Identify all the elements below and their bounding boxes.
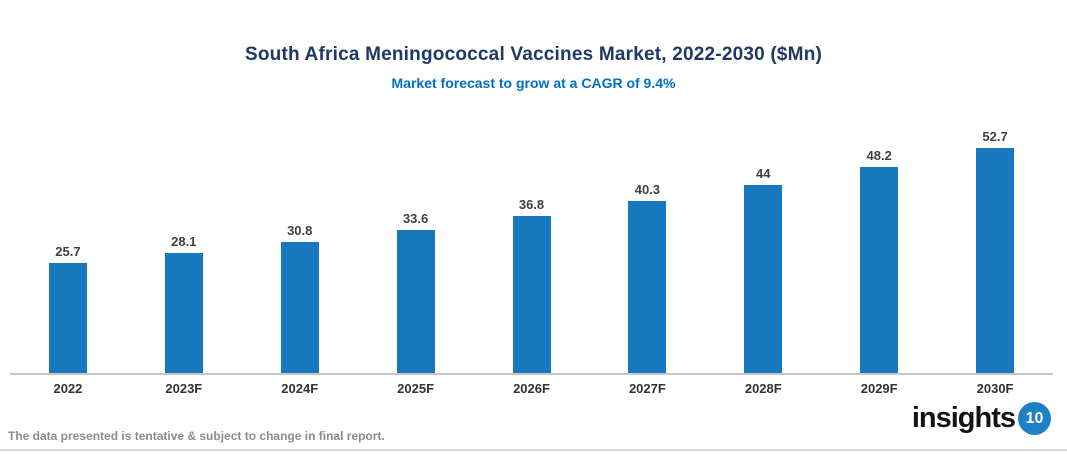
bar (280, 242, 319, 373)
x-axis-label: 2023F (165, 381, 203, 396)
bar-column: 30.8 (242, 223, 358, 373)
bar-value-label: 40.3 (634, 182, 661, 197)
x-axis-label: 2027F (628, 381, 666, 396)
x-axis-labels: 2022 2023F 2024F 2025F 2026F 2027F 2028F 2029F 2… (10, 381, 1053, 396)
bar-value-label: 33.6 (402, 211, 429, 226)
bar-column: 25.7 (10, 244, 126, 373)
x-axis-label: 2025F (397, 381, 435, 396)
chart-subtitle: Market forecast to grow at a CAGR of 9.4… (391, 75, 676, 91)
bar (48, 263, 87, 373)
bar (744, 185, 783, 373)
bar (512, 216, 551, 373)
disclaimer-text: The data presented is tentative & subjec… (8, 429, 385, 443)
bar-column: 52.7 (937, 129, 1053, 373)
bar-value-label: 48.2 (866, 148, 892, 163)
chart-title: South Africa Meningococcal Vaccines Mark… (244, 44, 823, 65)
bar-value-label: 28.1 (171, 234, 197, 249)
x-axis-label: 2030F (976, 381, 1014, 396)
bar (164, 253, 203, 373)
x-axis-label: 2028F (744, 381, 782, 396)
bar-column: 36.8 (474, 197, 590, 373)
bottom-divider (0, 449, 1067, 451)
bar-value-label: 52.7 (982, 129, 1008, 144)
bar (628, 201, 667, 373)
bar (976, 148, 1015, 373)
bar (860, 167, 899, 373)
x-axis-label: 2026F (513, 381, 550, 396)
insights10-logo: insights 10 (912, 402, 1051, 435)
bar-value-label: 30.8 (287, 223, 313, 238)
bar (396, 230, 435, 373)
bar-column: 33.6 (358, 211, 474, 373)
bar-column: 28.1 (126, 234, 242, 373)
bar-column: 40.3 (589, 182, 705, 373)
x-axis-label: 2022 (53, 381, 83, 396)
logo-badge: 10 (1018, 402, 1051, 435)
x-axis-label: 2024F (281, 381, 319, 396)
x-axis-label: 2029F (860, 381, 898, 396)
bar-value-label: 44 (756, 166, 771, 181)
bar-value-label: 25.7 (55, 244, 81, 259)
logo-text: insights (911, 402, 1016, 434)
plot-area: 25.7 28.1 30.8 33.6 36.8 40.3 44 48.2 52.7 (10, 129, 1053, 375)
bar-value-label: 36.8 (518, 197, 545, 212)
chart-header: South Africa Meningococcal Vaccines Mark… (0, 0, 1067, 91)
bar-column: 44 (705, 166, 821, 373)
bar-column: 48.2 (821, 148, 937, 373)
